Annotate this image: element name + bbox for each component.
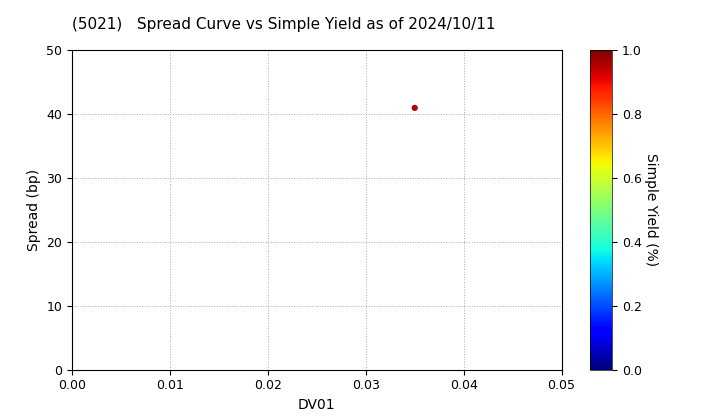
- Y-axis label: Spread (bp): Spread (bp): [27, 169, 41, 251]
- Y-axis label: Simple Yield (%): Simple Yield (%): [644, 153, 658, 267]
- Point: [409, 105, 420, 111]
- Text: (5021)   Spread Curve vs Simple Yield as of 2024/10/11: (5021) Spread Curve vs Simple Yield as o…: [72, 17, 495, 32]
- X-axis label: DV01: DV01: [298, 398, 336, 412]
